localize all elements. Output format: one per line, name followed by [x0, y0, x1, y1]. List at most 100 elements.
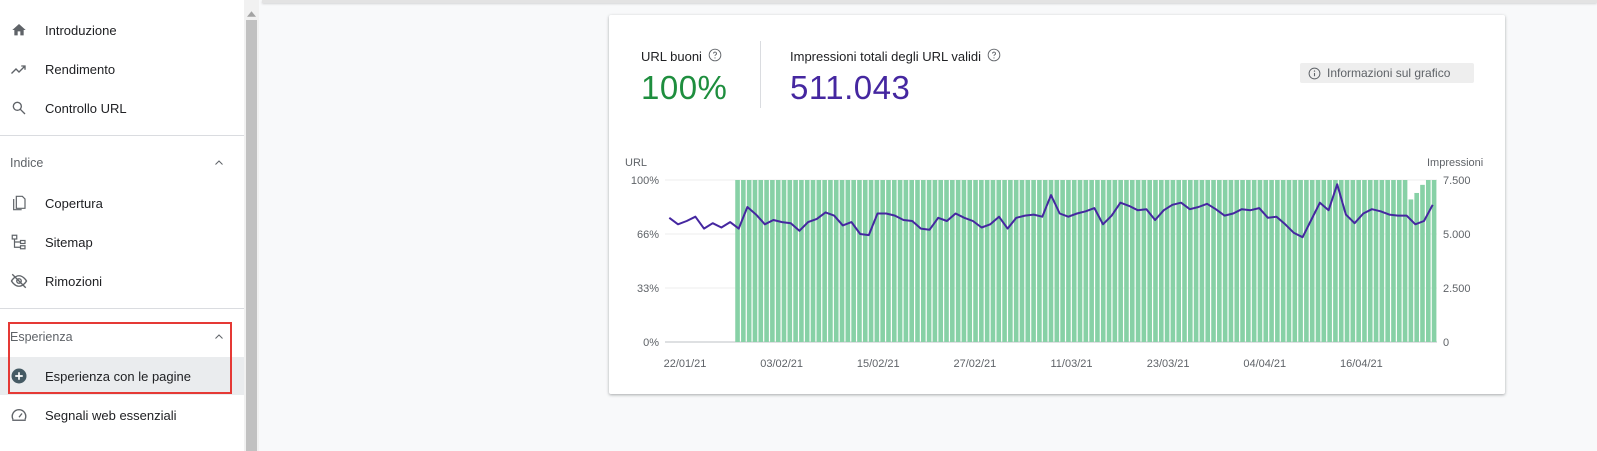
impressions-label: Impressioni totali degli URL validi	[790, 49, 981, 64]
bar	[1431, 180, 1437, 342]
y-tick-label-left: 100%	[631, 175, 659, 187]
bar	[781, 180, 787, 342]
bar	[810, 180, 816, 342]
bar	[752, 180, 758, 342]
bar	[950, 180, 955, 342]
sidebar-item-label: Rimozioni	[45, 273, 103, 289]
good-urls-metric: URL buoni	[641, 48, 722, 65]
bar	[1263, 180, 1269, 342]
bar	[984, 180, 990, 342]
bar	[1228, 180, 1234, 342]
bar	[961, 180, 967, 342]
bar	[1379, 180, 1385, 342]
bar	[1112, 180, 1118, 342]
bar	[868, 180, 874, 342]
bar	[1344, 180, 1350, 342]
search-icon	[10, 99, 28, 117]
y-tick-label-right: 2.500	[1443, 283, 1471, 295]
sidebar-item-segnali-web[interactable]: Segnali web essenziali	[0, 396, 244, 434]
sidebar-divider	[0, 135, 244, 136]
bar	[1251, 180, 1257, 342]
sidebar-item-copertura[interactable]: Copertura	[0, 184, 244, 222]
bar	[1211, 180, 1216, 342]
impressions-metric: Impressioni totali degli URL validi	[790, 48, 1001, 65]
sidebar-item-esperienza-pagine[interactable]: Esperienza con le pagine	[0, 357, 244, 395]
bar	[1031, 180, 1036, 342]
chevron-up-icon	[213, 156, 225, 174]
section-indice[interactable]: Indice	[0, 146, 244, 180]
bar	[1321, 180, 1327, 342]
bar	[1269, 180, 1274, 342]
x-tick-label: 15/02/21	[857, 358, 900, 370]
bar	[1408, 199, 1414, 342]
bar	[909, 180, 914, 342]
bar	[839, 180, 845, 342]
chart-info-label: Informazioni sul grafico	[1327, 66, 1451, 80]
bar	[1019, 180, 1025, 342]
sidebar: Introduzione Rendimento Controllo URL In…	[0, 0, 244, 451]
sidebar-item-sitemap[interactable]: Sitemap	[0, 223, 244, 261]
bar	[1275, 180, 1280, 342]
help-icon[interactable]	[987, 48, 1001, 65]
scrollbar-thumb[interactable]	[246, 20, 257, 451]
chart-info-button[interactable]: Informazioni sul grafico	[1300, 63, 1474, 83]
sidebar-item-rendimento[interactable]: Rendimento	[0, 50, 244, 88]
sidebar-item-label: Sitemap	[45, 234, 93, 250]
sidebar-item-label: Controllo URL	[45, 100, 127, 116]
bar	[880, 180, 885, 342]
bar	[1048, 180, 1054, 342]
bar	[845, 180, 851, 342]
bar	[874, 180, 880, 342]
bar	[833, 180, 839, 342]
bar	[1391, 180, 1396, 342]
sidebar-item-label: Introduzione	[45, 22, 117, 38]
bar	[1280, 180, 1286, 342]
bar	[1234, 180, 1240, 342]
sidebar-item-rimozioni[interactable]: Rimozioni	[0, 262, 244, 300]
bar	[758, 180, 764, 342]
bar	[1286, 180, 1292, 342]
sidebar-item-controllo-url[interactable]: Controllo URL	[0, 89, 244, 127]
bar	[996, 180, 1002, 342]
bar	[1338, 180, 1344, 342]
bar	[764, 180, 769, 342]
y-tick-label-right: 0	[1443, 337, 1449, 349]
copy-icon	[10, 194, 28, 212]
help-icon[interactable]	[708, 48, 722, 65]
bar	[1071, 180, 1077, 342]
good-urls-label: URL buoni	[641, 49, 702, 64]
sidebar-item-introduzione[interactable]: Introduzione	[0, 11, 244, 49]
top-bar-shadow	[262, 0, 1597, 3]
bar	[1205, 180, 1211, 342]
bar	[1002, 180, 1007, 342]
bar	[1118, 180, 1123, 342]
bar	[799, 180, 804, 342]
page-experience-card: URL buoni 100% Impressioni totali degli …	[609, 15, 1505, 394]
info-icon	[1308, 67, 1321, 80]
section-esperienza[interactable]: Esperienza	[0, 320, 244, 354]
bar	[1246, 180, 1251, 342]
bar	[886, 180, 891, 342]
bar	[746, 180, 752, 342]
bar	[1188, 180, 1193, 342]
sidebar-item-label: Copertura	[45, 195, 103, 211]
y-tick-label-right: 7.500	[1443, 175, 1471, 187]
bar	[1425, 180, 1431, 342]
sidebar-scrollbar[interactable]	[244, 0, 259, 451]
sitemap-icon	[10, 233, 28, 251]
bar	[1066, 180, 1071, 342]
x-tick-label: 16/04/21	[1340, 358, 1383, 370]
scroll-up-arrow-icon[interactable]	[247, 4, 256, 22]
bar	[828, 180, 833, 342]
bar	[1158, 180, 1164, 342]
x-tick-label: 03/02/21	[760, 358, 803, 370]
bar	[775, 180, 781, 342]
bar	[903, 180, 909, 342]
sidebar-divider	[0, 308, 244, 309]
bar	[891, 180, 897, 342]
bar	[1164, 180, 1170, 342]
bar	[1396, 180, 1402, 342]
add-circle-icon	[10, 367, 28, 385]
sidebar-item-label: Esperienza con le pagine	[45, 368, 191, 384]
bar	[1402, 180, 1408, 342]
